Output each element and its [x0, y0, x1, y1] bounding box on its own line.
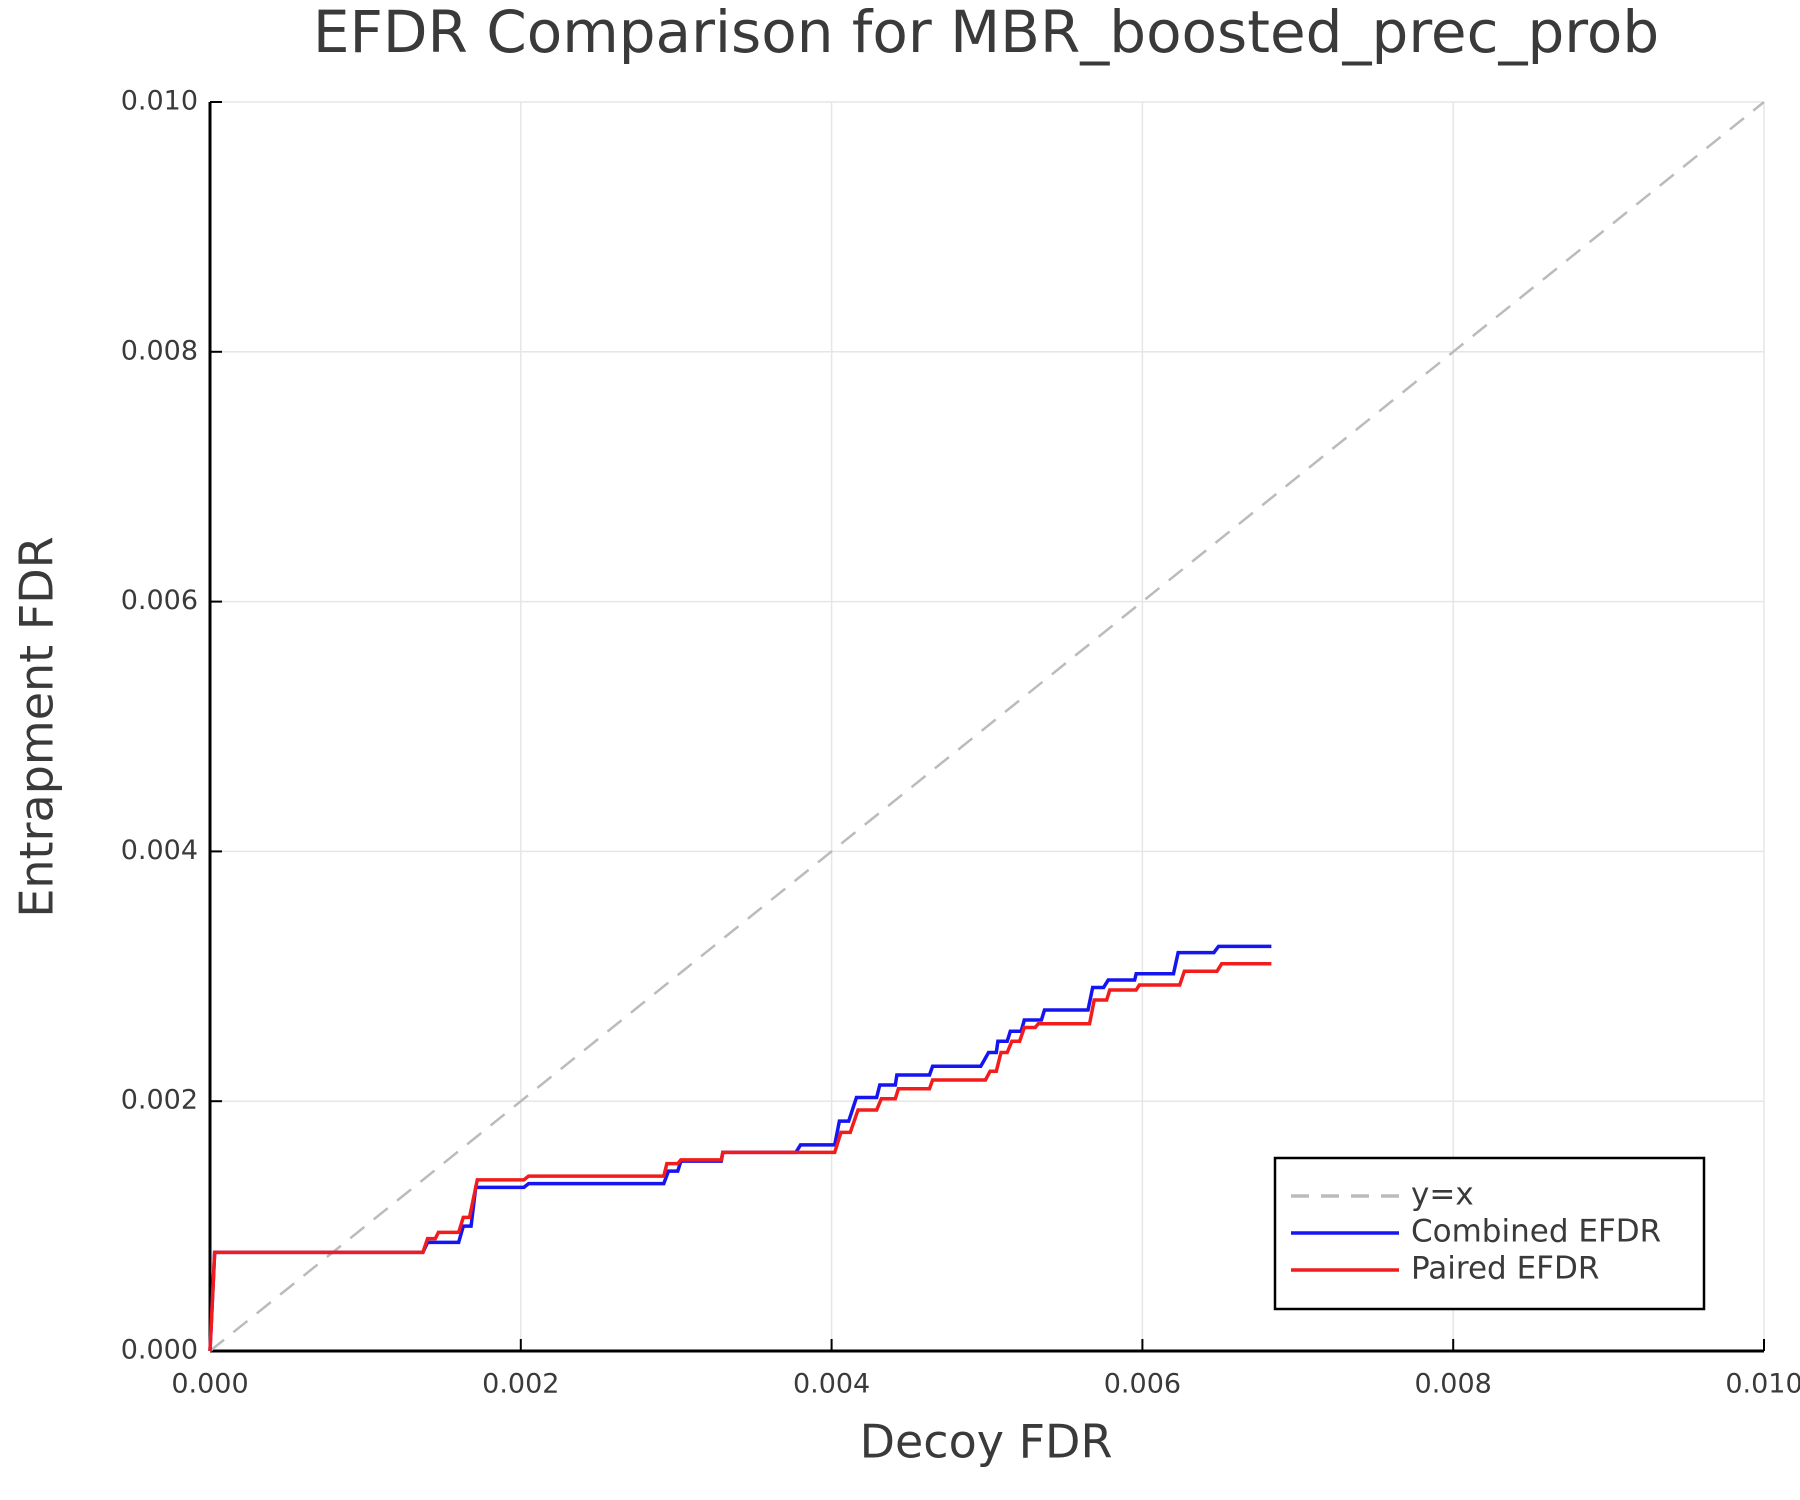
x-tick-label: 0.004 — [793, 1369, 870, 1400]
y-tick-label: 0.010 — [121, 86, 198, 117]
data-line — [208, 944, 1272, 1352]
data-line — [208, 962, 1272, 1352]
legend-label: Paired EFDR — [1411, 1251, 1599, 1287]
data-line — [209, 101, 1765, 1352]
legend-label: Combined EFDR — [1411, 1214, 1661, 1250]
x-tick-label: 0.002 — [482, 1369, 559, 1400]
y-tick-label: 0.006 — [121, 585, 198, 616]
y-tick-label: 0.008 — [121, 335, 198, 366]
x-tick-label: 0.006 — [1104, 1369, 1181, 1400]
x-tick-label: 0.010 — [1725, 1369, 1800, 1400]
y-axis-label: Entrapment FDR — [10, 536, 64, 917]
x-tick-label: 0.000 — [171, 1369, 248, 1400]
x-tick-label: 0.008 — [1415, 1369, 1492, 1400]
chart-title: EFDR Comparison for MBR_boosted_prec_pro… — [313, 0, 1659, 66]
y-tick-label: 0.000 — [121, 1335, 198, 1366]
x-axis-label: Decoy FDR — [860, 1415, 1113, 1469]
y-tick-label: 0.004 — [121, 835, 198, 866]
y-tick-label: 0.002 — [121, 1085, 198, 1116]
legend-label: y=x — [1411, 1177, 1474, 1213]
